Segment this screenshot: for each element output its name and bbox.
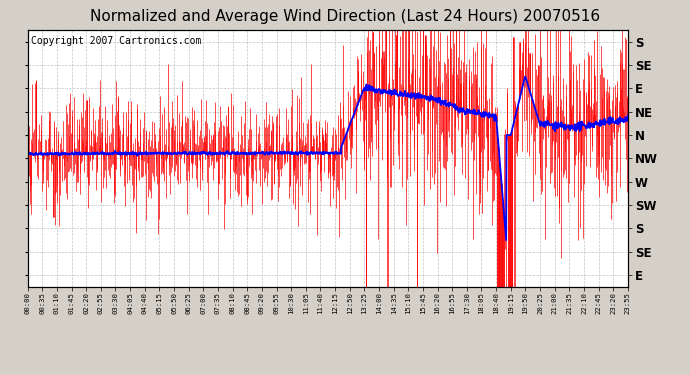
Text: Copyright 2007 Cartronics.com: Copyright 2007 Cartronics.com	[30, 36, 201, 46]
Text: Normalized and Average Wind Direction (Last 24 Hours) 20070516: Normalized and Average Wind Direction (L…	[90, 9, 600, 24]
